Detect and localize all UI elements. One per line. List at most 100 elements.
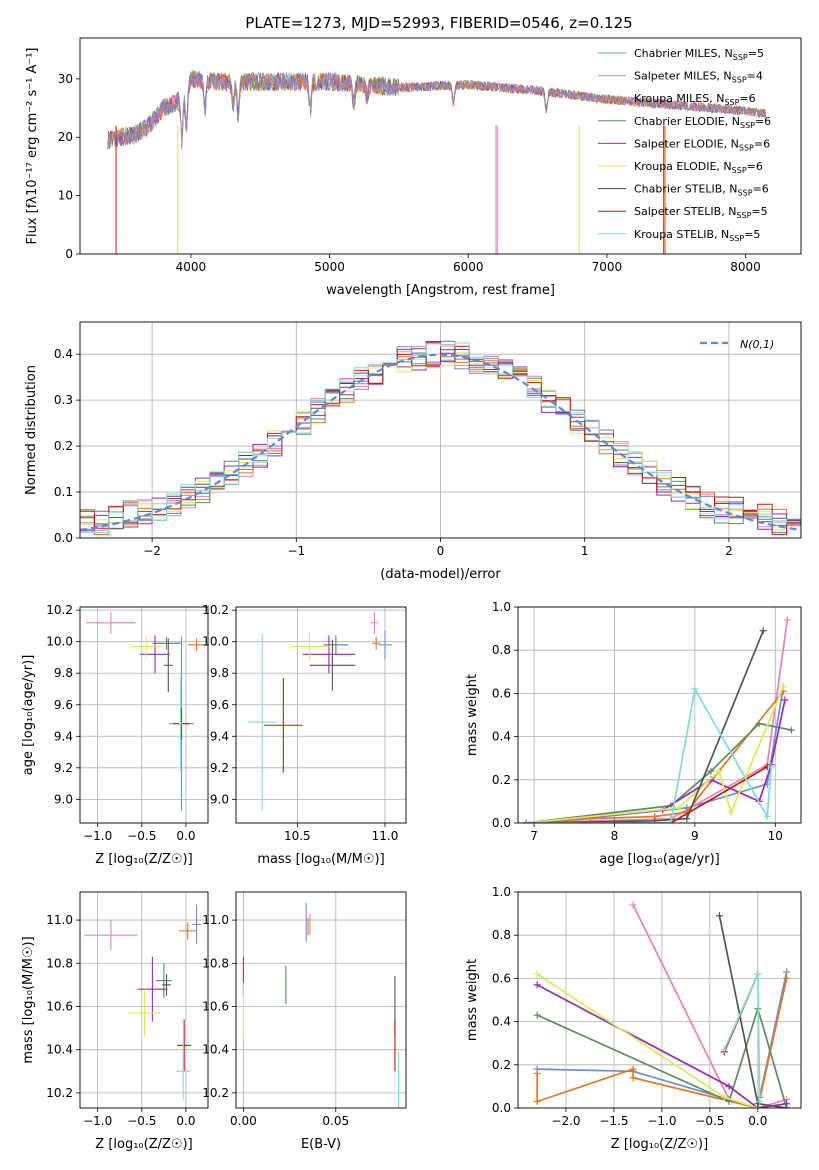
x-axis-label: (data-model)/error	[380, 567, 501, 582]
weight-series-line	[536, 1005, 788, 1108]
errorbar-points	[86, 611, 206, 811]
errorbar-point	[163, 638, 173, 693]
weight-point-marker	[651, 817, 659, 823]
errorbar-point	[264, 677, 303, 773]
x-tick-label: −0.5	[695, 1114, 724, 1128]
x-tick-label: −1	[287, 544, 305, 558]
y-tick-label: 0.6	[492, 971, 511, 985]
spectrum-series-line	[107, 70, 767, 150]
x-tick-label: 4000	[176, 260, 207, 274]
weight-point-marker	[767, 763, 775, 771]
legend-label: N(0,1)	[740, 338, 774, 351]
y-tick-label: 20	[58, 130, 73, 144]
weight-point-marker	[787, 726, 795, 734]
y-tick-label: 10.4	[202, 1043, 229, 1057]
weight-point-marker	[691, 685, 699, 693]
legend-label: Chabrier MILES, NSSP=5	[634, 47, 764, 62]
legend-value: =6	[755, 115, 771, 128]
mass-weight-vs-age-panel: 7 8 9 10 0.0 0.2 0.4 0.6 0.8 1.0 age [log₁₀(age/yr…	[465, 600, 802, 867]
errorbar-point	[84, 920, 138, 951]
legend-subscript: SSP	[729, 234, 744, 243]
weight-series-line	[525, 690, 784, 823]
legend-subscript: SSP	[736, 211, 751, 220]
x-tick-label: −2	[143, 544, 161, 558]
errorbar-point	[177, 1019, 192, 1072]
x-axis-label: Z [log₁₀(Z/Z☉)]	[611, 1137, 708, 1152]
histogram-legend: N(0,1)	[700, 338, 774, 351]
legend-value: =5	[748, 47, 764, 60]
y-tick-label: 0.4	[54, 347, 73, 361]
legend-value: =6	[747, 160, 763, 173]
x-tick-label: 5000	[314, 260, 345, 274]
weight-point-marker	[707, 767, 715, 775]
errorbar-point	[155, 963, 172, 998]
weight-point-marker	[754, 970, 762, 978]
y-tick-label: 10.6	[202, 999, 229, 1013]
x-tick-label: 8000	[730, 260, 761, 274]
x-tick-label: 8	[611, 829, 619, 843]
y-axis-label: mass [log₁₀(M/M☉)]	[21, 936, 36, 1063]
weight-point-marker	[522, 819, 530, 823]
legend-subscript: SSP	[739, 143, 754, 152]
axes-frame	[79, 321, 802, 539]
y-tick-label: 9.0	[210, 792, 229, 806]
errorbar-point	[140, 635, 171, 674]
x-tick-label: 0.05	[322, 1114, 349, 1128]
weight-point-marker	[727, 808, 735, 816]
legend-subscript: SSP	[740, 121, 755, 130]
y-tick-label: 1.0	[492, 600, 511, 614]
legend-label: Salpeter STELIB, NSSP=5	[634, 205, 768, 220]
y-tick-label: 1.0	[492, 885, 511, 899]
weight-series-line	[525, 686, 785, 823]
y-tick-label: 9.4	[210, 729, 229, 743]
x-tick-label: 0	[437, 544, 445, 558]
legend-value: =6	[739, 92, 755, 105]
histogram-series-step	[80, 342, 801, 538]
x-axis-label: age [log₁₀(age/yr)]	[599, 852, 720, 867]
x-tick-label: −1.5	[599, 1114, 628, 1128]
axes-frame	[235, 606, 407, 824]
age-vs-mass-panel: 10.5 11.0 9.0 9.2 9.4 9.6 9.8 10.0 10.2 mass [log…	[202, 603, 407, 867]
spectrum-series-line	[107, 70, 767, 150]
y-tick-label: 10.2	[202, 1086, 229, 1100]
errorbar-point	[187, 638, 206, 652]
weight-point-marker	[783, 974, 791, 982]
errorbar-point	[86, 611, 136, 634]
weight-point-marker	[610, 819, 618, 823]
weight-point-marker	[759, 627, 767, 635]
x-tick-label: −0.5	[127, 1114, 156, 1128]
weight-point-marker	[533, 970, 541, 978]
legend-value: =6	[753, 183, 769, 196]
y-tick-label: 9.6	[210, 698, 229, 712]
weight-point-marker	[533, 1098, 541, 1106]
y-tick-label: 10.0	[202, 635, 229, 649]
mass-vs-metallicity-panel: −1.0 −0.5 0.0 10.2 10.4 10.6 10.8 11.0 Z [log₁₀(…	[21, 891, 209, 1152]
y-tick-label: 10.0	[46, 635, 73, 649]
weight-point-marker	[683, 815, 691, 823]
x-tick-label: 7000	[592, 260, 623, 274]
gaussian-reference-line	[80, 353, 801, 531]
y-tick-label: 9.2	[54, 761, 73, 775]
y-tick-label: 0.0	[54, 531, 73, 545]
x-tick-label: 1	[581, 544, 589, 558]
weight-point-marker	[629, 901, 637, 909]
weight-point-marker	[715, 912, 723, 920]
errorbar-points	[242, 902, 400, 1108]
weight-point-marker	[715, 767, 723, 775]
legend-label: Kroupa STELIB, NSSP=5	[634, 228, 760, 243]
mass-vs-reddening-panel: 0.00 0.05 10.2 10.4 10.6 10.8 11.0 E(B-V)	[202, 891, 407, 1152]
axes-frame	[235, 891, 407, 1109]
spectrum-series-line	[107, 70, 767, 150]
y-tick-label: 0.6	[492, 686, 511, 700]
y-tick-label: 0.8	[492, 928, 511, 942]
legend-subscript: SSP	[733, 53, 748, 62]
errorbar-point	[178, 676, 183, 771]
y-tick-label: 10.2	[46, 603, 73, 617]
residual-histogram-panel: −2 −1 0 1 2 0.0 0.1 0.2 0.3 0.4 (data-model)/error…	[24, 321, 802, 582]
y-tick-label: 0.0	[492, 1101, 511, 1115]
x-tick-label: 0.0	[176, 1114, 195, 1128]
x-tick-label: 0.0	[176, 829, 195, 843]
legend-label: Chabrier STELIB, NSSP=6	[634, 183, 769, 198]
errorbar-point	[176, 1043, 191, 1100]
